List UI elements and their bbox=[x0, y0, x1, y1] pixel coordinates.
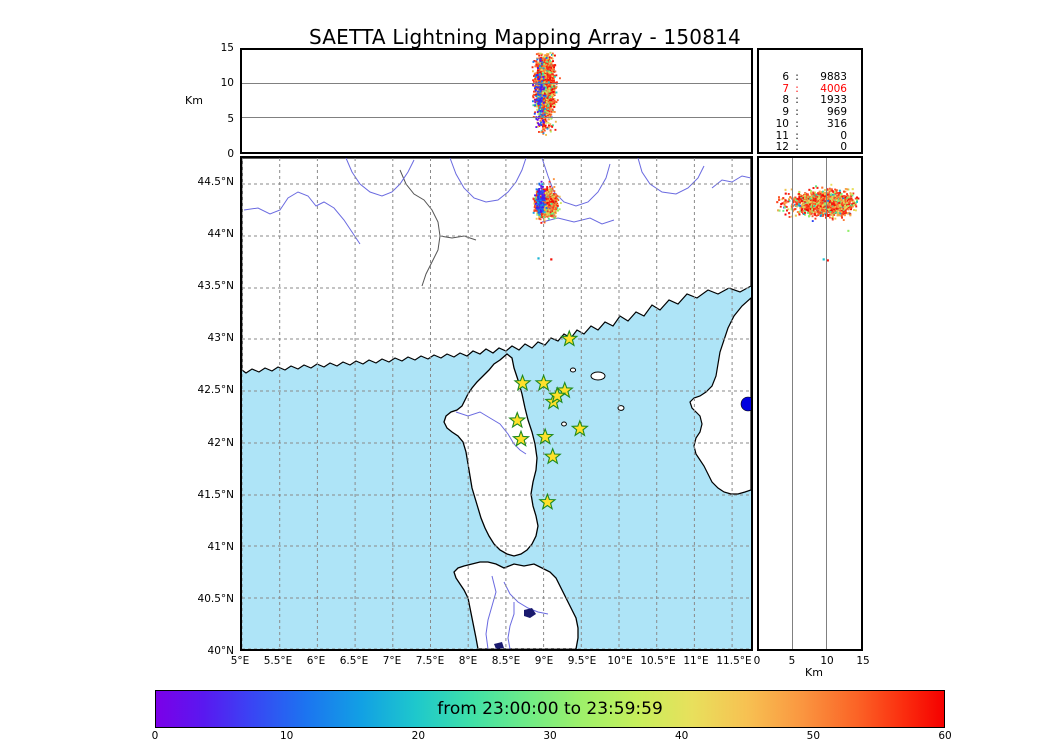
station-count-sep: : bbox=[795, 129, 799, 142]
colorbar-tick-10: 10 bbox=[279, 730, 294, 742]
station-count-key: 9 bbox=[782, 106, 789, 119]
alt-tick-0: 0 bbox=[227, 148, 234, 160]
altitude-latitude-panel bbox=[757, 156, 863, 651]
lon-tick-10.5: 10.5°E bbox=[640, 655, 676, 667]
station-markers bbox=[508, 329, 589, 510]
rightpanel-axis-label: Km bbox=[805, 666, 823, 679]
alt-axis-label: Km bbox=[185, 94, 203, 107]
station-count-sep: : bbox=[795, 141, 799, 154]
rightpanel-tick-15: 15 bbox=[856, 655, 870, 667]
altitude-longitude-panel bbox=[240, 48, 753, 154]
lon-tick-8: 8°E bbox=[458, 655, 478, 667]
lat-tick-41.5: 41.5°N bbox=[197, 488, 234, 501]
map-graphics bbox=[242, 158, 751, 649]
colorbar-time-range: from 23:00:00 to 23:59:59 bbox=[437, 699, 663, 719]
station-count-row: 6: 9883 bbox=[767, 71, 849, 84]
station-count-row: 10: 316 bbox=[767, 117, 849, 131]
station-count-sep: : bbox=[795, 71, 799, 83]
lat-tick-44: 44°N bbox=[207, 228, 234, 241]
lat-tick-40: 40°N bbox=[207, 645, 234, 657]
alt-lat-scatter bbox=[776, 183, 860, 262]
station-count-row: 8: 1933 bbox=[767, 95, 849, 107]
lon-tick-6: 6°E bbox=[306, 655, 326, 667]
map-panel bbox=[240, 156, 753, 651]
lon-tick-5.5: 5.5°E bbox=[263, 655, 293, 667]
station-count-sep: : bbox=[795, 82, 799, 95]
station-count-box: 6: 9883 7: 4006 8: 1933 9: 969 10: 316 11: 0 12: 0 bbox=[757, 48, 863, 154]
station-count-key: 6 bbox=[782, 71, 789, 83]
lat-tick-43: 43°N bbox=[207, 332, 234, 345]
lon-tick-10: 10°E bbox=[607, 655, 633, 667]
colorbar-tick-0: 0 bbox=[151, 730, 159, 742]
colorbar-tick-40: 40 bbox=[674, 730, 689, 742]
station-count-key: 7 bbox=[782, 82, 789, 95]
lat-tick-42: 42°N bbox=[207, 436, 234, 449]
lakes bbox=[494, 608, 536, 649]
lon-tick-8.5: 8.5°E bbox=[491, 655, 521, 667]
station-count-value: 969 bbox=[826, 106, 847, 119]
lat-tick-43.5: 43.5°N bbox=[197, 280, 234, 293]
rightpanel-tick-0: 0 bbox=[753, 655, 761, 667]
station-count-value: 0 bbox=[840, 141, 847, 154]
lat-tick-44.5: 44.5°N bbox=[197, 176, 234, 189]
station-count-sep: : bbox=[795, 106, 799, 119]
station-count-value: 0 bbox=[840, 129, 847, 142]
reference-dot bbox=[740, 396, 751, 412]
station-count-row: 12: 0 bbox=[767, 141, 849, 154]
lon-tick-11.5: 11.5°E bbox=[716, 655, 752, 667]
station-count-key: 10 bbox=[775, 117, 789, 130]
lon-tick-5: 5°E bbox=[230, 655, 250, 667]
map-gridlines bbox=[242, 158, 751, 649]
station-count-value: 9883 bbox=[820, 71, 847, 83]
alt-tick-15: 15 bbox=[220, 42, 234, 54]
lon-tick-7: 7°E bbox=[382, 655, 402, 667]
lon-tick-9.5: 9.5°E bbox=[567, 655, 597, 667]
lon-tick-11: 11°E bbox=[683, 655, 709, 667]
lat-tick-40.5: 40.5°N bbox=[197, 592, 234, 605]
colorbar-tick-50: 50 bbox=[806, 730, 821, 742]
colorbar-tick-20: 20 bbox=[411, 730, 426, 742]
map-scatter bbox=[532, 178, 562, 261]
colorbar-gradient[interactable] bbox=[155, 690, 945, 728]
station-count-sep: : bbox=[795, 117, 799, 130]
lat-tick-41: 41°N bbox=[207, 540, 234, 553]
alt-lon-scatter bbox=[531, 51, 561, 136]
station-count-key: 12 bbox=[775, 141, 789, 154]
lat-tick-42.5: 42.5°N bbox=[197, 384, 234, 397]
alt-tick-10: 10 bbox=[220, 77, 234, 90]
station-count-row: 7: 4006 bbox=[767, 82, 849, 96]
colorbar-tick-30: 30 bbox=[543, 730, 557, 742]
station-count-row: 9: 969 bbox=[767, 106, 849, 119]
colorbar[interactable]: from 23:00:00 to 23:59:59 0 10 20 30 40 50 60 bbox=[152, 690, 952, 742]
station-count-value: 4006 bbox=[820, 82, 847, 95]
rightpanel-tick-10: 10 bbox=[820, 655, 834, 667]
alt-tick-5: 5 bbox=[227, 112, 234, 125]
lon-tick-6.5: 6.5°E bbox=[339, 655, 369, 667]
station-count-key: 11 bbox=[775, 129, 789, 142]
rivers bbox=[243, 158, 751, 649]
station-count-value: 1933 bbox=[820, 94, 847, 107]
page-title: SAETTA Lightning Mapping Array - 150814 bbox=[309, 25, 741, 49]
colorbar-tick-60: 60 bbox=[938, 730, 952, 742]
station-count-row: 11: 0 bbox=[767, 129, 849, 143]
lon-tick-9: 9°E bbox=[534, 655, 554, 667]
station-count-table: 6: 9883 7: 4006 8: 1933 9: 969 10: 316 11: 0 12: 0 bbox=[767, 71, 849, 154]
station-count-value: 316 bbox=[826, 117, 847, 130]
lon-tick-7.5: 7.5°E bbox=[415, 655, 445, 667]
station-count-key: 8 bbox=[782, 94, 789, 107]
rightpanel-tick-5: 5 bbox=[788, 655, 796, 667]
landmasses bbox=[242, 158, 751, 649]
station-count-sep: : bbox=[795, 94, 799, 107]
